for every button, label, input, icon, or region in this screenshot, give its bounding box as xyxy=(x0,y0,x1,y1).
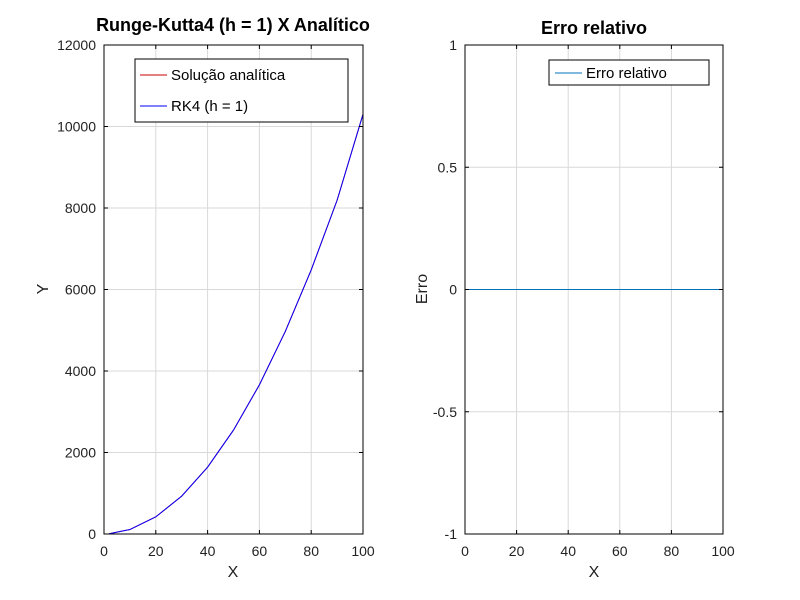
x-tick-label: 20 xyxy=(148,543,164,559)
x-tick-label: 20 xyxy=(509,543,525,559)
tick-labels: 0 20 40 60 80 100 -1 -0.5 0 0.5 1 xyxy=(433,37,735,559)
y-tick-label: -1 xyxy=(445,526,458,542)
series-line-1 xyxy=(109,114,364,535)
legend-label-rk4: RK4 (h = 1) xyxy=(171,98,248,115)
x-tick-label: 0 xyxy=(461,543,469,559)
series-group xyxy=(109,114,364,535)
y-tick-label: 4000 xyxy=(65,363,96,379)
x-tick-label: 100 xyxy=(711,543,735,559)
x-axis-label: X xyxy=(228,564,239,581)
y-axis-label: Y xyxy=(35,283,52,294)
legend-label-error: Erro relativo xyxy=(586,65,667,82)
ticks xyxy=(103,44,364,535)
y-tick-label: -0.5 xyxy=(433,404,457,420)
tick-labels: 0 20 40 60 80 100 0 2000 4000 6000 8000 10000 12000 xyxy=(57,37,375,559)
y-tick-label: 8000 xyxy=(65,200,96,216)
x-tick-label: 60 xyxy=(612,543,628,559)
legend: Solução analítica RK4 (h = 1) xyxy=(134,58,349,123)
x-tick-label: 100 xyxy=(351,543,375,559)
x-tick-label: 40 xyxy=(200,543,216,559)
y-axis-label: Erro xyxy=(414,274,431,304)
x-tick-label: 80 xyxy=(664,543,680,559)
x-tick-label: 0 xyxy=(100,543,108,559)
y-tick-label: 1 xyxy=(449,37,457,53)
subplot-relative-error: 0 20 40 60 80 100-1-0.500.51 Erro relativo X … xyxy=(414,18,735,581)
y-tick-label: 2000 xyxy=(65,445,96,461)
subplot-runge-kutta: 0 20 40 60 80 100020004000600080001000012000 … xyxy=(35,15,375,581)
legend-box xyxy=(134,58,349,123)
legend-label-analytic: Solução analítica xyxy=(171,67,286,84)
y-tick-label: 0 xyxy=(88,526,96,542)
y-tick-label: 10000 xyxy=(57,119,96,135)
y-tick-label: 0.5 xyxy=(438,159,458,175)
y-tick-label: 0 xyxy=(449,282,457,298)
chart-title: Runge-Kutta4 (h = 1) X Analítico xyxy=(96,15,370,35)
y-tick-label: 6000 xyxy=(65,282,96,298)
legend: Erro relativo xyxy=(548,59,710,86)
x-tick-label: 40 xyxy=(560,543,576,559)
x-tick-label: 80 xyxy=(303,543,319,559)
chart-title: Erro relativo xyxy=(541,18,647,38)
x-axis-label: X xyxy=(589,564,600,581)
ticks xyxy=(464,44,724,535)
x-tick-label: 60 xyxy=(252,543,268,559)
y-tick-label: 12000 xyxy=(57,37,96,53)
